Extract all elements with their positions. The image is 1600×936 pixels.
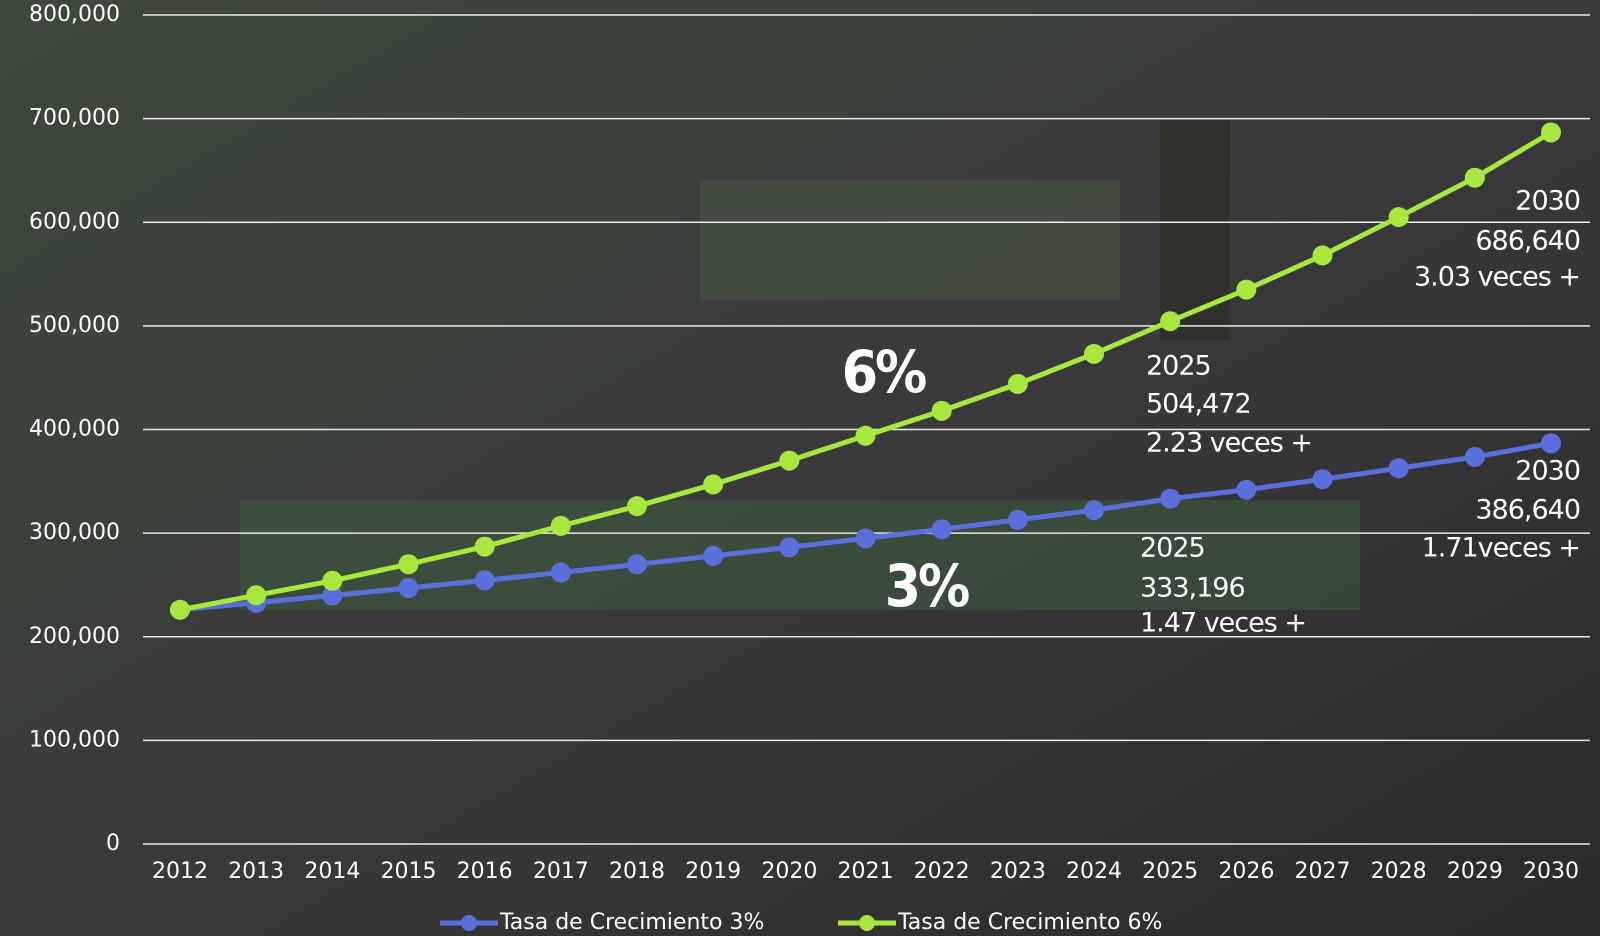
legend-label: Tasa de Crecimiento 3% [499,910,764,935]
data-point [1541,433,1561,454]
data-point [779,537,800,558]
data-point [474,536,495,557]
series-label: 6% [842,338,926,406]
data-point [1464,167,1485,188]
y-tick-label: 100,000 [29,727,120,752]
sign [1160,120,1230,340]
data-point [1312,469,1333,490]
data-point [627,554,647,575]
x-tick-label: 2017 [533,859,589,884]
data-point [1541,122,1561,143]
y-tick-label: 0 [106,831,120,856]
y-tick-label: 600,000 [29,209,120,234]
data-point [398,578,419,599]
annotation: 504,472 [1146,389,1251,420]
x-tick-label: 2026 [1218,859,1274,884]
data-point [1007,373,1028,394]
x-tick-label: 2012 [152,859,208,884]
data-point [1236,279,1257,300]
data-point [703,474,724,495]
data-point [1160,488,1181,509]
x-tick-label: 2019 [685,859,741,884]
x-tick-label: 2021 [838,859,894,884]
x-tick-label: 2023 [990,859,1046,884]
data-point [170,599,190,620]
data-point [322,570,343,591]
planter [700,180,1120,300]
data-point [855,425,876,446]
y-tick-label: 400,000 [29,417,120,442]
x-tick-label: 2024 [1066,859,1122,884]
annotation: 2.23 veces + [1146,428,1312,459]
annotation: 2025 [1140,533,1205,564]
x-tick-label: 2016 [457,859,513,884]
data-point [398,554,419,575]
annotation: 333,196 [1140,573,1245,604]
data-point [1464,446,1485,467]
x-tick-label: 2025 [1142,859,1198,884]
data-point [1007,509,1028,530]
data-point [931,400,952,421]
annotation: 1.71veces + [1422,533,1580,564]
data-point [1160,311,1181,332]
data-point [855,528,876,549]
x-tick-label: 2030 [1523,859,1579,884]
x-tick-label: 2015 [381,859,437,884]
annotation: 2030 [1515,456,1580,487]
data-point [779,450,800,471]
x-tick-label: 2018 [609,859,665,884]
annotation: 2030 [1515,186,1580,217]
y-tick-label: 200,000 [29,624,120,649]
data-point [246,585,267,606]
data-point [474,570,495,591]
y-tick-label: 700,000 [29,106,120,131]
data-point [1388,458,1409,479]
legend-marker [461,915,477,931]
data-point [1084,500,1104,521]
annotation: 1.47 veces + [1140,608,1306,639]
annotation: 2025 [1146,351,1211,382]
annotation: 686,640 [1475,226,1580,257]
y-tick-label: 300,000 [29,520,120,545]
x-tick-label: 2022 [914,859,970,884]
data-point [322,585,343,606]
x-tick-label: 2029 [1447,859,1503,884]
annotation: 386,640 [1475,495,1580,526]
annotation: 3.03 veces + [1414,262,1580,293]
data-point [931,519,952,540]
bike-lane [240,500,1360,610]
legend-label: Tasa de Crecimiento 6% [897,910,1162,935]
x-tick-label: 2020 [761,859,817,884]
data-point [1084,343,1104,364]
x-tick-label: 2014 [304,859,360,884]
data-point [550,562,571,583]
y-tick-label: 800,000 [29,2,120,27]
data-point [1236,479,1257,500]
x-tick-label: 2027 [1295,859,1351,884]
data-point [1312,245,1333,266]
legend-marker [859,915,875,931]
data-point [627,496,647,517]
y-tick-label: 500,000 [29,313,120,338]
data-point [703,545,724,566]
series-label: 3% [885,552,969,620]
x-tick-label: 2013 [228,859,284,884]
data-point [550,515,571,536]
x-tick-label: 2028 [1371,859,1427,884]
data-point [1388,207,1409,228]
